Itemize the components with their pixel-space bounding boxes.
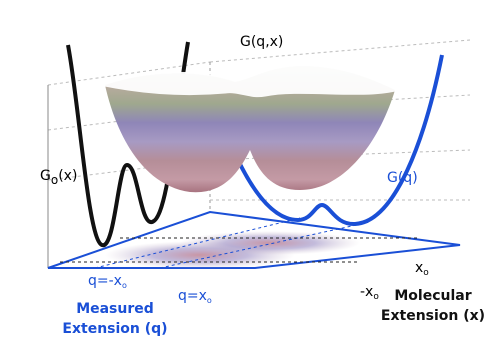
x-pos-label: xo bbox=[415, 260, 429, 278]
surface-label: G(q,x) bbox=[240, 34, 283, 50]
measured-line: Extension (q) bbox=[62, 321, 167, 337]
q-neg-sub: o bbox=[122, 281, 127, 290]
x-neg-label: -xo bbox=[360, 284, 379, 302]
measured-label: Measured Extension (q) bbox=[62, 301, 167, 337]
g-q-label: G(q) bbox=[387, 170, 418, 186]
q-neg-base: q=-x bbox=[88, 273, 122, 289]
q-pos-sub: o bbox=[207, 296, 212, 305]
q-pos-base: q=x bbox=[178, 288, 207, 304]
molecular-line: Molecular bbox=[394, 288, 471, 304]
molecular-line: Extension (x) bbox=[381, 308, 485, 324]
x-neg-sub: o bbox=[373, 292, 379, 302]
g-o-arg: (x) bbox=[58, 168, 77, 184]
x-neg-base: -x bbox=[360, 284, 373, 300]
x-pos-base: x bbox=[415, 260, 423, 276]
g-q-curve bbox=[236, 54, 444, 227]
floor-guides bbox=[60, 217, 420, 269]
energy-surface bbox=[105, 66, 395, 193]
q-pos-label: q=xo bbox=[178, 288, 212, 305]
x-pos-sub: o bbox=[423, 268, 429, 278]
surface-rim bbox=[99, 64, 400, 98]
measured-line: Measured bbox=[76, 301, 154, 317]
g-o-label: Go(x) bbox=[40, 168, 77, 187]
molecular-label: Molecular Extension (x) bbox=[381, 288, 485, 324]
g-o-sub: o bbox=[51, 173, 58, 187]
q-neg-label: q=-xo bbox=[88, 273, 127, 290]
g-o-base: G bbox=[40, 168, 51, 184]
floor-density bbox=[180, 231, 360, 255]
